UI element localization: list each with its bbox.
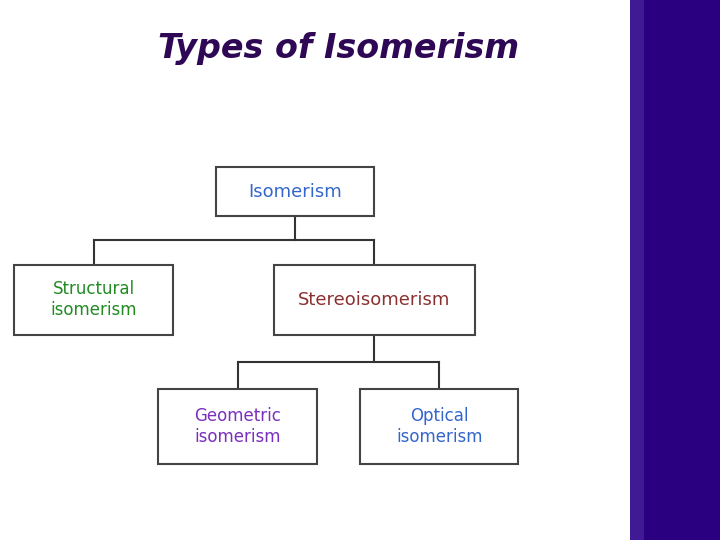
Bar	[630, 0, 644, 540]
Text: Isomerism: Isomerism	[248, 183, 342, 201]
FancyBboxPatch shape	[158, 389, 317, 464]
Text: Structural
isomerism: Structural isomerism	[50, 280, 137, 319]
Bar	[630, 0, 720, 540]
Text: Types of Isomerism: Types of Isomerism	[158, 32, 519, 65]
FancyBboxPatch shape	[274, 265, 475, 335]
FancyBboxPatch shape	[216, 167, 374, 216]
FancyBboxPatch shape	[14, 265, 173, 335]
Text: Optical
isomerism: Optical isomerism	[396, 407, 482, 446]
Text: Stereoisomerism: Stereoisomerism	[298, 291, 451, 309]
FancyBboxPatch shape	[360, 389, 518, 464]
Text: Geometric
isomerism: Geometric isomerism	[194, 407, 281, 446]
